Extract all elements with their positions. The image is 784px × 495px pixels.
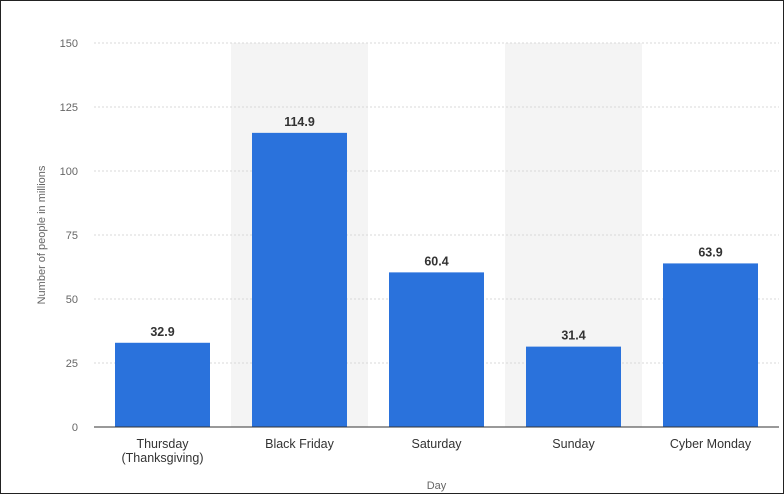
y-tick-label: 25	[66, 358, 78, 370]
value-label: 32.9	[150, 325, 174, 339]
y-axis-title: Number of people in millions	[36, 165, 48, 304]
x-tick-label: Saturday	[411, 437, 462, 451]
bar[interactable]	[252, 132, 347, 427]
bar[interactable]	[526, 346, 621, 427]
bar[interactable]	[389, 272, 484, 427]
y-tick-label: 75	[66, 230, 78, 242]
y-axis-ticks: 0 25 50 75 100 125 150	[60, 38, 78, 434]
value-label: 31.4	[561, 329, 585, 343]
y-tick-label: 150	[60, 38, 78, 50]
bar[interactable]	[663, 263, 758, 427]
value-label: 60.4	[424, 254, 448, 268]
x-tick-label: Thursday (Thanksgiving)	[122, 437, 204, 465]
y-tick-label: 125	[60, 102, 78, 114]
y-tick-label: 100	[60, 166, 78, 178]
x-tick-label: Black Friday	[265, 437, 335, 451]
value-label: 63.9	[698, 245, 722, 259]
x-axis-ticks: Thursday (Thanksgiving) Black Friday Saturd…	[122, 437, 752, 465]
bars	[115, 132, 758, 427]
x-axis-title: Day	[427, 480, 447, 492]
bar[interactable]	[115, 342, 210, 427]
x-tick-label: Sunday	[552, 437, 595, 451]
value-labels: 32.9 114.9 60.4 31.4 63.9	[150, 115, 722, 343]
y-tick-label: 50	[66, 294, 78, 306]
y-tick-label: 0	[72, 422, 78, 434]
value-label: 114.9	[284, 115, 315, 129]
x-tick-label: Cyber Monday	[670, 437, 752, 451]
